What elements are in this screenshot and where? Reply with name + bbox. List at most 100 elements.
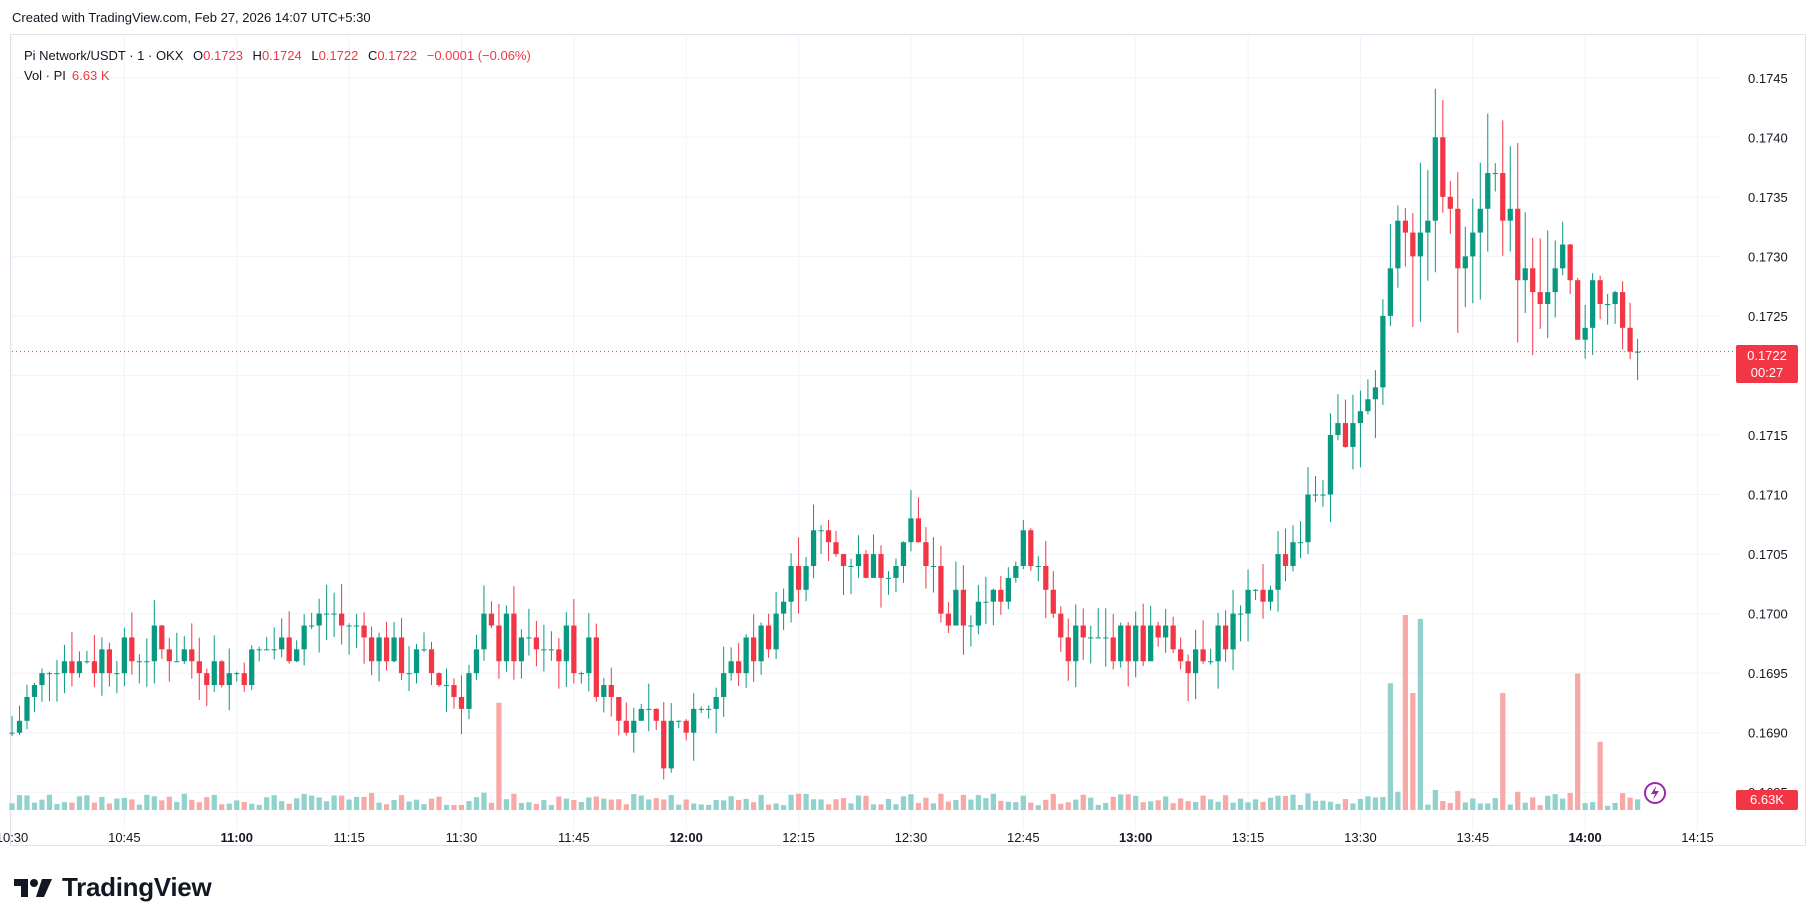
candle-body: [458, 696, 465, 709]
candle-body: [473, 649, 480, 674]
candle-body: [159, 625, 165, 650]
candle-body: [466, 673, 472, 709]
volume-bar: [1222, 795, 1229, 810]
candle-body: [1582, 327, 1588, 340]
volume-bar: [878, 804, 884, 810]
volume-bar: [91, 802, 98, 810]
countdown-value: 00:27: [1750, 365, 1784, 380]
volume-bar: [1342, 799, 1349, 810]
candle-body: [908, 518, 914, 543]
volume-bar: [1035, 805, 1041, 810]
y-tick-label: 0.1745: [1748, 71, 1788, 86]
candle-body: [885, 577, 892, 579]
volume-bar: [751, 802, 757, 810]
candle-body: [765, 625, 772, 650]
candle-body: [114, 673, 120, 675]
volume-bar: [893, 804, 899, 810]
candle-body: [623, 720, 629, 733]
volume-bar: [1095, 804, 1101, 810]
volume-bar: [638, 795, 644, 810]
candle-body: [1237, 613, 1244, 615]
volume-label[interactable]: Vol · PI: [24, 68, 66, 83]
candle-body: [676, 720, 682, 722]
close-value: 0.1722: [377, 48, 418, 63]
volume-bar: [1582, 803, 1588, 810]
volume-bar: [361, 796, 367, 810]
volume-bar: [159, 800, 165, 810]
candle-body: [1552, 268, 1558, 293]
volume-bar: [1073, 799, 1079, 810]
volume-bar: [1492, 798, 1498, 810]
volume-bar: [1028, 802, 1034, 810]
x-tick-label: 11:30: [446, 830, 478, 845]
volume-bar: [1290, 794, 1296, 810]
volume-bar: [271, 795, 277, 810]
candle-body: [863, 554, 869, 578]
candle-body: [998, 589, 1004, 602]
volume-bar: [391, 799, 397, 810]
candle-body: [256, 649, 262, 651]
lightning-icon[interactable]: [1644, 782, 1666, 804]
volume-bar: [1215, 801, 1221, 810]
candle-body: [1155, 625, 1161, 638]
candle-body: [923, 542, 929, 566]
volume-bar: [698, 804, 704, 810]
volume-bar: [953, 800, 959, 810]
candle-body: [1425, 220, 1431, 233]
volume-bar: [24, 795, 30, 810]
volume-bar: [818, 799, 824, 810]
low-value: 0.1722: [318, 48, 359, 63]
candle-body: [1125, 625, 1131, 662]
x-tick-label: 10:30: [0, 830, 28, 845]
volume-bar: [968, 799, 974, 810]
candle-body: [661, 720, 667, 769]
candle-body: [818, 530, 824, 532]
volume-bar: [713, 799, 719, 810]
volume-bar: [264, 797, 270, 810]
volume-bar: [39, 799, 45, 810]
candle-body: [556, 649, 562, 662]
volume-bar: [578, 802, 584, 810]
volume-bar: [503, 799, 510, 810]
volume-bar: [1305, 793, 1311, 810]
candle-body: [1043, 565, 1049, 590]
volume-bar: [1207, 799, 1214, 810]
candle-body: [61, 661, 68, 674]
candle-body: [900, 542, 907, 566]
volume-bar: [1485, 803, 1491, 810]
volume-value: 6.63 K: [71, 68, 110, 83]
candle-body: [1133, 625, 1139, 662]
candle-body: [136, 661, 142, 663]
volume-bar: [900, 796, 907, 810]
candle-body: [121, 637, 127, 674]
candle-body: [548, 649, 554, 651]
candle-body: [46, 673, 53, 675]
candle-body: [144, 661, 150, 663]
volume-bar: [810, 799, 817, 810]
volume-bar: [1058, 803, 1064, 810]
candle-body: [563, 625, 569, 662]
candle-body: [1080, 625, 1086, 638]
candle-body: [151, 625, 157, 662]
volume-bar: [548, 805, 554, 810]
volume-bar: [1245, 802, 1251, 810]
volume-bar: [601, 798, 607, 810]
volume-bar: [436, 796, 442, 810]
low-label: L: [311, 48, 319, 63]
tradingview-logo[interactable]: TradingView: [14, 872, 212, 903]
candle-body: [1290, 542, 1296, 566]
candle-body: [593, 637, 599, 697]
volume-bar: [990, 793, 996, 810]
volume-bar: [1522, 802, 1528, 810]
chart-frame[interactable]: [10, 34, 1806, 846]
x-tick-label: 11:45: [558, 830, 590, 845]
volume-bar: [608, 799, 614, 810]
symbol-label[interactable]: Pi Network/USDT · 1 · OKX: [24, 48, 184, 63]
volume-bar: [376, 802, 382, 810]
volume-bar: [1372, 797, 1379, 810]
candle-body: [608, 685, 614, 697]
volume-bar: [1545, 795, 1551, 810]
volume-bar: [458, 804, 465, 810]
candle-body: [930, 565, 937, 567]
